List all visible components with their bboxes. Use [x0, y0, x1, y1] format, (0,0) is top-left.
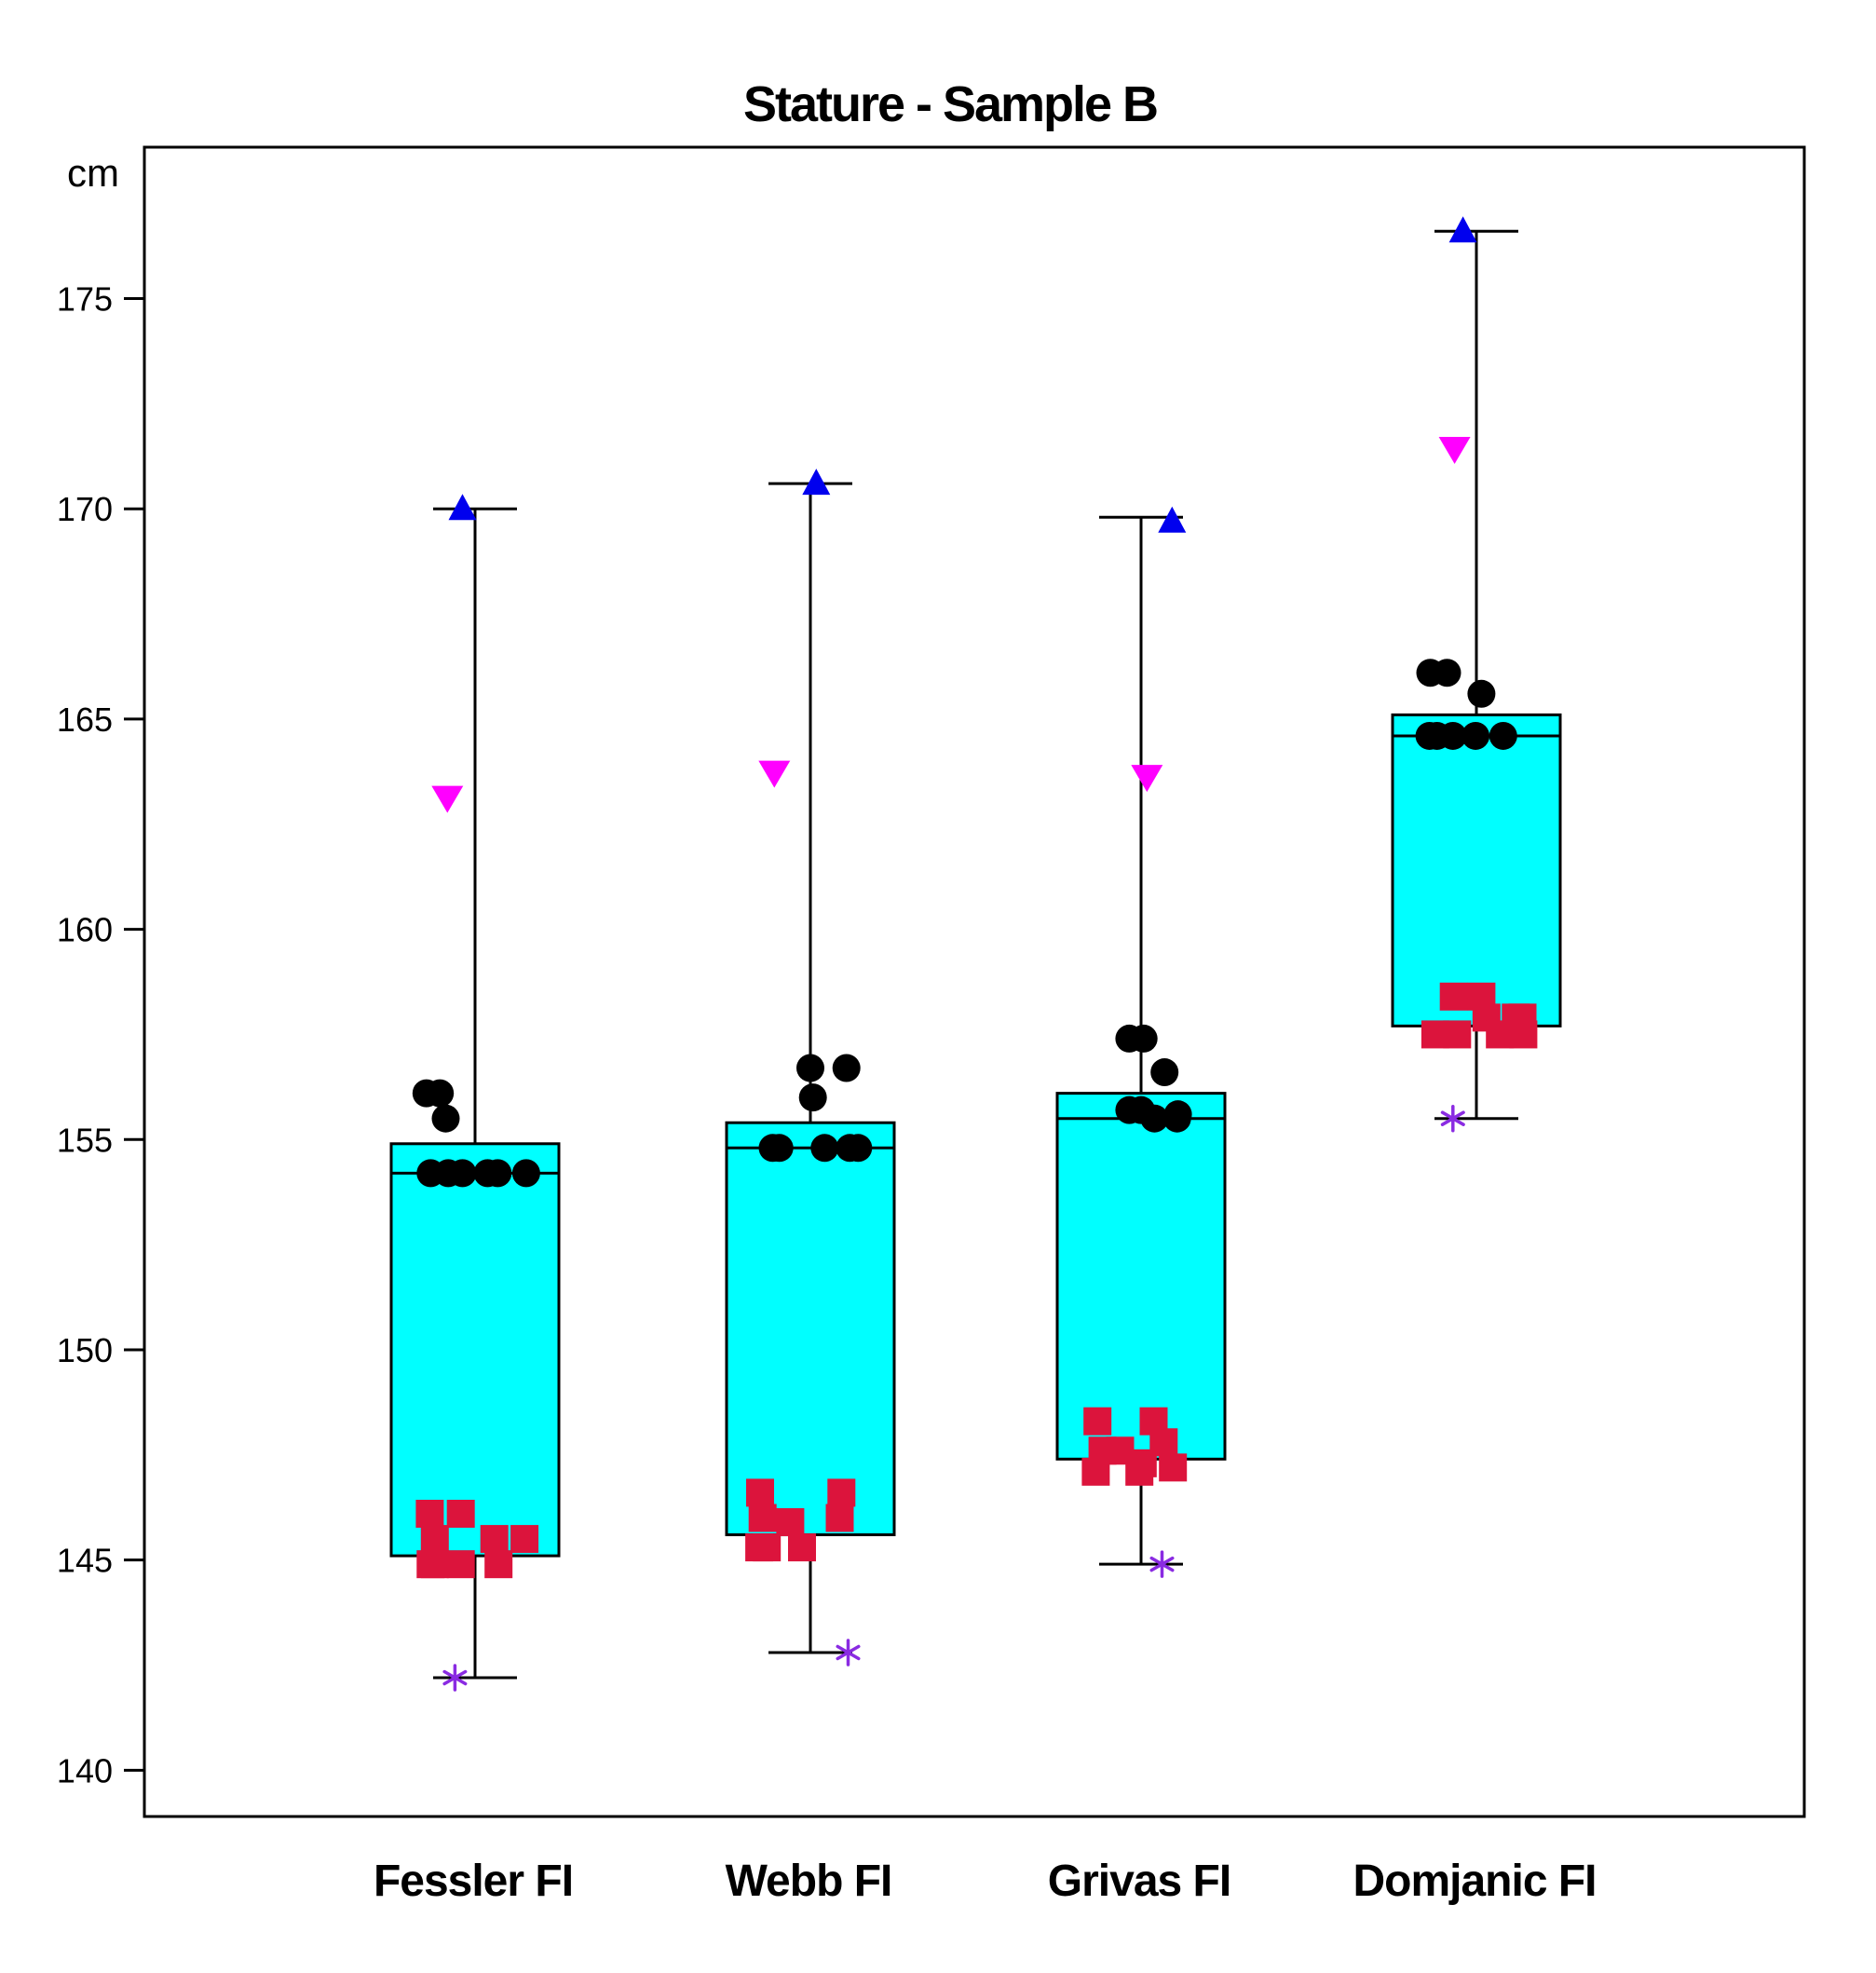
mean-plus-point	[1438, 436, 1471, 464]
upper-group-point	[765, 1134, 794, 1163]
minimum-point	[836, 1639, 861, 1667]
lower-group-point	[420, 1525, 449, 1554]
upper-group-point	[1467, 679, 1496, 708]
mean-plus-point	[758, 760, 791, 788]
y-tick-label: 140	[57, 1751, 113, 1789]
mean-plus-point	[431, 785, 464, 813]
data-points	[412, 216, 1538, 1692]
upper-group-point	[1140, 1104, 1169, 1133]
lower-group-point	[480, 1525, 509, 1554]
box	[725, 1121, 896, 1537]
boxes	[389, 229, 1562, 1680]
maximum-point	[448, 494, 477, 521]
upper-group-point	[1489, 721, 1517, 750]
minimum-point	[1149, 1550, 1175, 1578]
y-axis-label: cm	[67, 151, 119, 195]
plot-frame	[143, 145, 1806, 1818]
lower-group-point	[484, 1550, 513, 1579]
lower-group-point	[788, 1533, 816, 1562]
upper-group-point	[844, 1134, 873, 1163]
upper-group-point	[1461, 721, 1490, 750]
lower-group-point	[1081, 1457, 1110, 1486]
x-tick-label: Domjanic FI	[1353, 1857, 1596, 1906]
upper-group-point	[1129, 1024, 1158, 1053]
maximum-point	[1158, 506, 1187, 533]
lower-group-point	[1083, 1407, 1112, 1436]
upper-group-point	[1438, 721, 1467, 750]
minimum-point	[442, 1664, 468, 1692]
x-axis: Fessler FI Webb FI Grivas FI Domjanic FI	[374, 1857, 1597, 1906]
lower-group-point	[1443, 1020, 1472, 1049]
upper-group-point	[1150, 1058, 1179, 1087]
upper-group-point	[426, 1079, 455, 1108]
lower-group-point	[1439, 982, 1468, 1011]
upper-group-point	[483, 1159, 512, 1188]
upper-group-point	[798, 1083, 827, 1112]
lower-group-point	[446, 1500, 475, 1529]
lower-group-point	[420, 1550, 449, 1579]
upper-group-point	[448, 1159, 477, 1188]
lower-group-point	[746, 1478, 774, 1507]
y-tick-label: 170	[57, 490, 113, 528]
upper-group-point	[1433, 659, 1461, 687]
lower-group-point	[1159, 1453, 1188, 1482]
y-tick-label: 145	[57, 1542, 113, 1580]
upper-group-point	[1162, 1104, 1191, 1133]
y-tick-label: 175	[57, 279, 113, 318]
chart-title: Stature - Sample B	[743, 76, 1157, 132]
lower-group-point	[510, 1525, 539, 1554]
lower-group-point	[776, 1508, 805, 1537]
y-tick-label: 165	[57, 701, 113, 739]
minimum-point	[1440, 1104, 1465, 1133]
x-tick-label: Webb FI	[726, 1857, 892, 1906]
y-tick-label: 150	[57, 1331, 113, 1369]
x-tick-label: Fessler FI	[374, 1857, 573, 1906]
upper-group-point	[810, 1134, 839, 1163]
lower-group-point	[827, 1478, 856, 1507]
mean-plus-point	[1131, 765, 1163, 793]
lower-group-point	[753, 1533, 782, 1562]
upper-group-point	[511, 1159, 540, 1188]
lower-group-point	[1149, 1428, 1178, 1457]
box	[1055, 1092, 1227, 1461]
lower-group-point	[1509, 1020, 1538, 1049]
upper-group-point	[796, 1054, 824, 1082]
lower-group-point	[825, 1504, 854, 1532]
x-tick-label: Grivas FI	[1048, 1857, 1230, 1906]
maximum-point	[1448, 216, 1477, 243]
y-tick-label: 160	[57, 911, 113, 949]
maximum-point	[802, 469, 831, 496]
y-axis: 140 145 150 155 160 165 170 175	[57, 279, 144, 1789]
y-tick-label: 155	[57, 1121, 113, 1159]
upper-group-point	[832, 1054, 861, 1082]
lower-group-point	[748, 1504, 777, 1532]
box	[1391, 713, 1562, 1027]
lower-group-point	[415, 1500, 444, 1529]
lower-group-point	[446, 1550, 475, 1579]
upper-group-point	[431, 1104, 460, 1133]
box	[389, 1142, 561, 1558]
